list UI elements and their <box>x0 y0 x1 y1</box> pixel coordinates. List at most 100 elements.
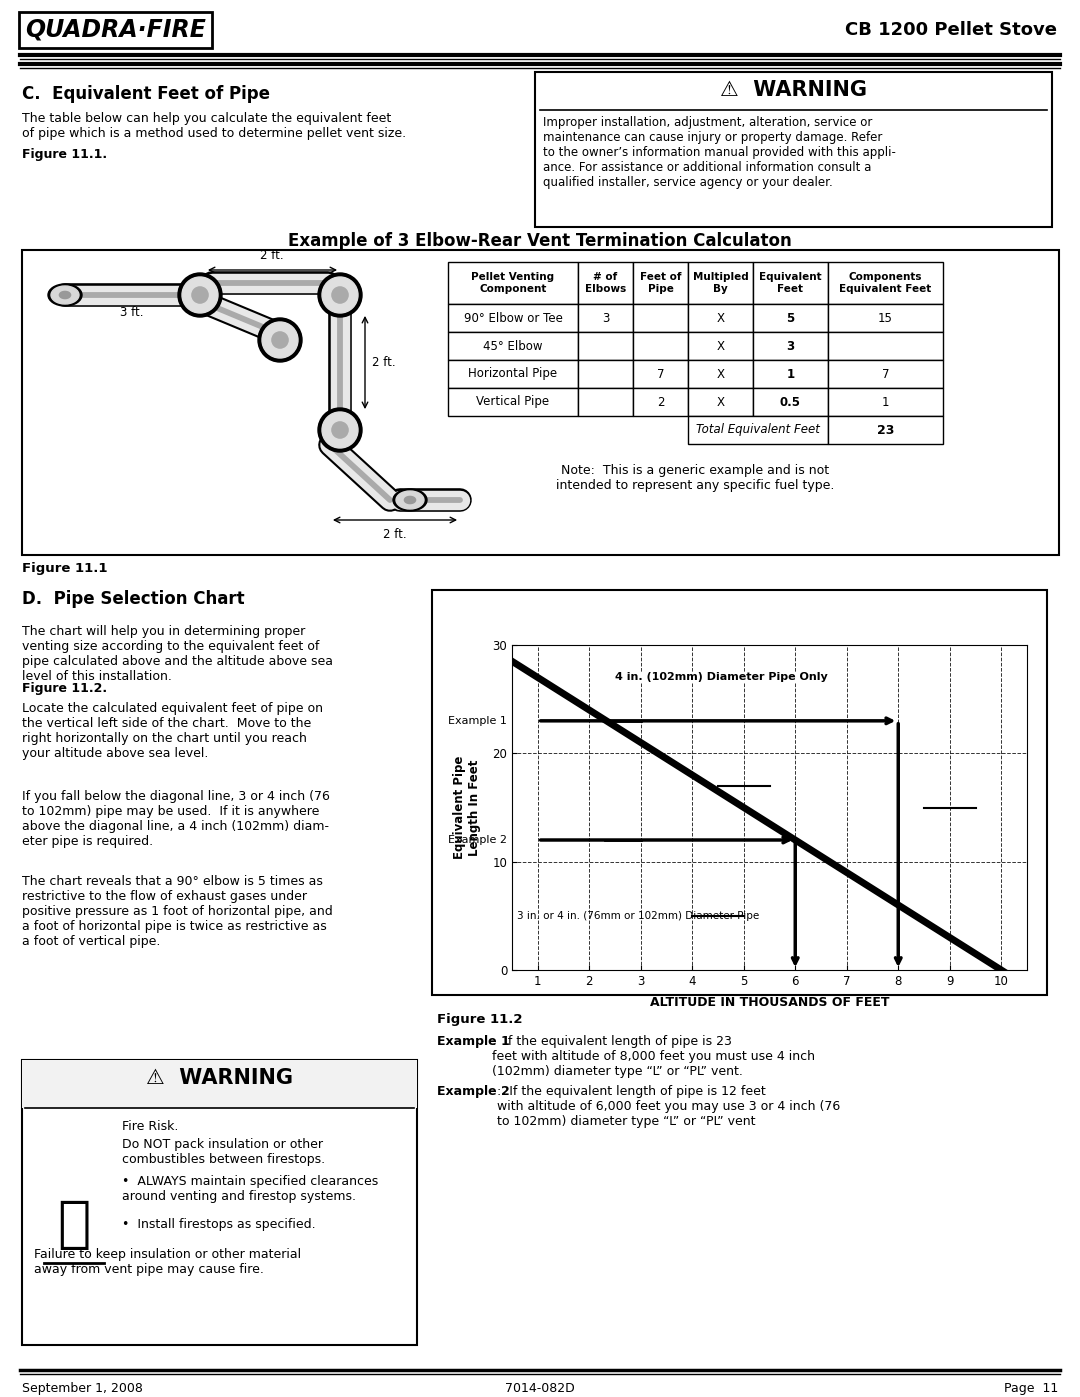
Bar <box>688 332 753 360</box>
Bar <box>828 305 943 332</box>
Bar <box>578 332 633 360</box>
Text: Fire Risk.: Fire Risk. <box>122 1120 178 1133</box>
Text: Components
Equivalent Feet: Components Equivalent Feet <box>839 272 932 293</box>
Text: The chart reveals that a 90° elbow is 5 times as
restrictive to the flow of exha: The chart reveals that a 90° elbow is 5 … <box>22 875 333 949</box>
Text: Equivalent
Feet: Equivalent Feet <box>759 272 822 293</box>
Text: 3 ft.: 3 ft. <box>120 306 144 319</box>
Y-axis label: Equivalent Pipe
Length In Feet: Equivalent Pipe Length In Feet <box>454 756 482 859</box>
Circle shape <box>318 272 362 317</box>
Text: 4 in. (102mm) Diameter Pipe Only: 4 in. (102mm) Diameter Pipe Only <box>615 672 827 682</box>
Text: X: X <box>716 395 725 408</box>
Text: •  Install firestops as specified.: • Install firestops as specified. <box>122 1218 315 1231</box>
Text: Multipled
By: Multipled By <box>692 272 748 293</box>
Text: If you fall below the diagonal line, 3 or 4 inch (76
to 102mm) pipe may be used.: If you fall below the diagonal line, 3 o… <box>22 789 329 848</box>
Bar <box>448 305 578 332</box>
Bar <box>633 360 688 388</box>
Text: # of
Elbows: # of Elbows <box>585 272 626 293</box>
Text: Do NOT pack insulation or other
combustibles between firestops.: Do NOT pack insulation or other combusti… <box>122 1139 325 1166</box>
Text: Locate the calculated equivalent feet of pipe on
the vertical left side of the c: Locate the calculated equivalent feet of… <box>22 703 323 760</box>
Bar <box>753 332 828 360</box>
Bar <box>448 263 578 305</box>
Bar <box>688 416 828 444</box>
Text: X: X <box>716 312 725 324</box>
Bar <box>688 360 753 388</box>
Circle shape <box>192 286 208 303</box>
Circle shape <box>332 422 348 439</box>
Text: 3 in. or 4 in. (76mm or 102mm) Diameter Pipe: 3 in. or 4 in. (76mm or 102mm) Diameter … <box>517 911 759 921</box>
Text: 7014-082D: 7014-082D <box>505 1382 575 1396</box>
Text: Example of 3 Elbow-Rear Vent Termination Calculaton: Example of 3 Elbow-Rear Vent Termination… <box>288 232 792 250</box>
Text: 3: 3 <box>786 339 795 352</box>
Text: The chart will help you in determining proper
venting size according to the equi: The chart will help you in determining p… <box>22 624 333 683</box>
Bar <box>688 305 753 332</box>
Bar <box>448 360 578 388</box>
Circle shape <box>318 408 362 453</box>
Bar <box>22 1060 417 1108</box>
Bar <box>753 388 828 416</box>
Circle shape <box>183 277 218 313</box>
Text: Feet of
Pipe: Feet of Pipe <box>639 272 681 293</box>
Bar <box>578 263 633 305</box>
Ellipse shape <box>51 286 79 305</box>
Text: C.  Equivalent Feet of Pipe: C. Equivalent Feet of Pipe <box>22 85 270 103</box>
Circle shape <box>322 412 357 448</box>
Bar <box>753 360 828 388</box>
Bar <box>753 263 828 305</box>
Circle shape <box>272 332 288 348</box>
Text: 5: 5 <box>786 312 795 324</box>
X-axis label: ALTITUDE IN THOUSANDS OF FEET: ALTITUDE IN THOUSANDS OF FEET <box>650 996 889 1009</box>
Text: Figure 11.2: Figure 11.2 <box>437 1013 523 1025</box>
Text: Failure to keep insulation or other material
away from vent pipe may cause fire.: Failure to keep insulation or other mate… <box>33 1248 301 1275</box>
Circle shape <box>258 319 302 362</box>
Ellipse shape <box>59 292 70 299</box>
Text: Improper installation, adjustment, alteration, service or
maintenance can cause : Improper installation, adjustment, alter… <box>543 116 896 189</box>
Bar <box>22 1060 417 1345</box>
Text: Figure 11.1: Figure 11.1 <box>22 562 108 576</box>
Bar <box>578 388 633 416</box>
Text: Note:  This is a generic example and is not
intended to represent any specific f: Note: This is a generic example and is n… <box>556 464 835 492</box>
Text: 7: 7 <box>657 367 664 380</box>
Text: Example 2: Example 2 <box>437 1085 510 1098</box>
Circle shape <box>262 321 298 358</box>
Bar <box>448 332 578 360</box>
Text: Example 2: Example 2 <box>448 835 507 845</box>
Text: Example 1: Example 1 <box>448 715 507 726</box>
Text: 2 ft.: 2 ft. <box>372 355 395 369</box>
Text: X: X <box>716 367 725 380</box>
Text: September 1, 2008: September 1, 2008 <box>22 1382 143 1396</box>
Text: ⚠  WARNING: ⚠ WARNING <box>720 80 867 101</box>
Bar <box>828 263 943 305</box>
Bar <box>688 263 753 305</box>
Bar <box>535 73 1052 226</box>
Text: 1: 1 <box>881 395 889 408</box>
Text: Horizontal Pipe: Horizontal Pipe <box>469 367 557 380</box>
Bar <box>633 332 688 360</box>
Text: Page  11: Page 11 <box>1003 1382 1058 1396</box>
Text: Example 1: Example 1 <box>437 1035 510 1048</box>
Text: Figure 11.1.: Figure 11.1. <box>22 148 107 161</box>
Text: 23: 23 <box>877 423 894 436</box>
Circle shape <box>178 272 222 317</box>
Bar <box>633 305 688 332</box>
Text: 0.5: 0.5 <box>780 395 801 408</box>
Text: 2: 2 <box>657 395 664 408</box>
Text: Pellet Venting
Component: Pellet Venting Component <box>472 272 554 293</box>
Text: The table below can help you calculate the equivalent feet
of pipe which is a me: The table below can help you calculate t… <box>22 112 406 140</box>
Text: D.  Pipe Selection Chart: D. Pipe Selection Chart <box>22 590 245 608</box>
Bar <box>633 388 688 416</box>
Bar <box>828 332 943 360</box>
Ellipse shape <box>48 284 82 306</box>
Text: :  If the equivalent length of pipe is 12 feet
with altitude of 6,000 feet you m: : If the equivalent length of pipe is 12… <box>497 1085 840 1127</box>
Text: 90° Elbow or Tee: 90° Elbow or Tee <box>463 312 563 324</box>
Bar <box>828 360 943 388</box>
Text: :  If the equivalent length of pipe is 23
feet with altitude of 8,000 feet you m: : If the equivalent length of pipe is 23… <box>492 1035 815 1078</box>
Bar <box>633 263 688 305</box>
Text: QUADRA·FIRE: QUADRA·FIRE <box>25 18 206 42</box>
Text: Total Equivalent Feet: Total Equivalent Feet <box>697 423 820 436</box>
Text: 2 ft.: 2 ft. <box>383 528 407 541</box>
Ellipse shape <box>404 496 416 503</box>
Bar <box>753 305 828 332</box>
Text: X: X <box>716 339 725 352</box>
Text: 45° Elbow: 45° Elbow <box>483 339 543 352</box>
Bar <box>578 305 633 332</box>
